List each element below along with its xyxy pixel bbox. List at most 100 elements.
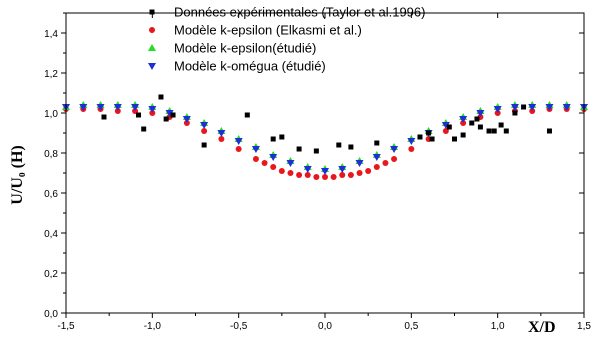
data-point — [330, 174, 337, 180]
legend-label: Modèle k-omégua (étudié) — [174, 59, 326, 74]
data-point — [304, 172, 311, 178]
data-point — [546, 128, 552, 134]
data-point — [270, 164, 277, 170]
data-point — [313, 174, 320, 180]
legend-marker — [148, 63, 156, 70]
data-point — [200, 122, 209, 129]
x-axis-label: X/D — [528, 319, 556, 336]
data-point — [372, 154, 381, 161]
x-tick-label: 0,5 — [404, 321, 418, 332]
data-point — [269, 154, 278, 161]
data-point — [286, 160, 295, 167]
data-point — [278, 168, 285, 174]
data-point — [510, 104, 519, 111]
y-tick-label: 0,2 — [44, 269, 58, 280]
data-point — [113, 104, 122, 111]
data-point — [234, 138, 243, 145]
data-point — [348, 144, 354, 150]
data-point — [261, 160, 268, 166]
data-point — [201, 128, 208, 134]
legend-marker — [149, 9, 155, 15]
data-point — [408, 146, 415, 152]
data-point — [218, 136, 225, 142]
legend-marker — [149, 27, 155, 33]
data-point — [101, 114, 107, 120]
data-point — [429, 136, 435, 142]
data-point — [486, 128, 492, 134]
data-point — [322, 174, 328, 180]
data-point — [244, 112, 250, 118]
data-point — [356, 170, 363, 176]
data-point — [217, 130, 226, 137]
data-point — [303, 166, 312, 173]
y-tick-label: 1,0 — [44, 109, 58, 120]
data-point — [339, 172, 346, 178]
data-point — [148, 106, 157, 113]
legend-marker — [148, 44, 156, 51]
data-point — [296, 146, 302, 152]
data-point — [321, 168, 329, 175]
data-point — [545, 104, 554, 111]
data-point — [365, 168, 372, 174]
data-point — [426, 130, 432, 136]
data-point — [79, 104, 88, 111]
x-tick-label: 1,5 — [577, 321, 591, 332]
data-point — [252, 156, 259, 162]
data-point — [390, 146, 399, 153]
data-point — [270, 136, 276, 142]
axis-ticks — [61, 12, 585, 318]
y-tick-label: 0,6 — [44, 189, 58, 200]
data-point — [512, 110, 518, 116]
data-point — [469, 120, 475, 126]
data-point — [460, 132, 466, 138]
data-point — [476, 110, 485, 117]
data-point — [313, 148, 319, 154]
data-point — [165, 110, 174, 117]
data-point — [96, 104, 105, 111]
data-point — [201, 142, 207, 148]
data-point — [251, 146, 260, 153]
data-point — [477, 124, 483, 130]
data-point — [452, 136, 457, 142]
y-tick-label: 1,2 — [44, 69, 58, 80]
data-point — [347, 172, 354, 178]
data-point — [498, 122, 504, 128]
axis-tick-labels: -1,5 -1,0 -0,5 0,0 0,5 1,0 1,5 0,0 0,2 0,4 0,6 0,8 1… — [44, 29, 591, 332]
data-point — [170, 112, 176, 118]
legend: Données expérimentales (Taylor et al.199… — [148, 5, 425, 74]
data-point — [441, 122, 450, 129]
data-point — [338, 166, 347, 173]
data-point — [136, 112, 142, 118]
data-point — [158, 94, 164, 100]
y-tick-label: 0,8 — [44, 149, 58, 160]
data-point — [235, 146, 242, 152]
data-point — [446, 124, 452, 130]
data-point — [562, 104, 571, 111]
data-point — [373, 164, 380, 170]
data-point — [355, 160, 364, 167]
y-axis-label: U/U₀ (H) — [9, 145, 26, 204]
data-point — [491, 128, 497, 134]
x-tick-label: -0,5 — [230, 321, 248, 332]
x-tick-label: -1,5 — [57, 321, 75, 332]
data-markers — [62, 94, 588, 180]
x-tick-label: 1,0 — [491, 321, 505, 332]
y-tick-label: 0,0 — [44, 309, 58, 320]
data-point — [391, 156, 398, 162]
data-point — [279, 134, 285, 140]
y-tick-label: 1,4 — [44, 29, 58, 40]
legend-label: Modèle k-epsilon(étudié) — [174, 41, 316, 56]
data-point — [131, 104, 140, 111]
legend-label: Données expérimentales (Taylor et al.199… — [174, 5, 425, 20]
data-point — [296, 172, 303, 178]
data-point — [459, 116, 468, 123]
data-point — [182, 116, 191, 123]
data-point — [528, 104, 537, 111]
y-tick-label: 0,4 — [44, 229, 58, 240]
data-point — [493, 106, 502, 113]
x-tick-label: -1,0 — [144, 321, 162, 332]
data-point — [382, 160, 389, 166]
data-point — [521, 104, 527, 110]
